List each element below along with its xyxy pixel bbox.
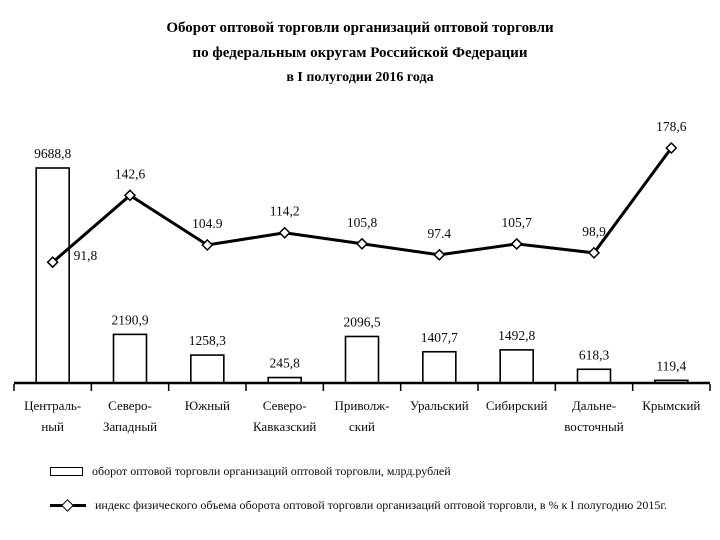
line-value-label: 114,2 xyxy=(270,204,300,219)
line-value-label: 98,9 xyxy=(582,224,606,239)
x-axis-label: Северо- xyxy=(263,398,307,413)
bar-swatch-icon xyxy=(50,467,83,476)
bar-value-label: 1407,7 xyxy=(421,330,458,345)
line-value-label: 91,8 xyxy=(74,248,98,263)
line-marker xyxy=(201,238,214,252)
line-value-label: 104.9 xyxy=(192,216,223,231)
legend-item-line: индекс физического объема оборота оптово… xyxy=(50,498,667,513)
line-value-label: 97.4 xyxy=(428,226,452,241)
x-axis-label: Сибирский xyxy=(486,398,548,413)
chart-title-line2: по федеральным округам Российской Федера… xyxy=(192,45,528,61)
x-axis-label: ный xyxy=(41,419,64,434)
bar-value-label: 1492,8 xyxy=(498,328,535,343)
x-axis-label: Северо- xyxy=(108,398,152,413)
x-axis-label: Кавказский xyxy=(253,419,316,434)
line-marker xyxy=(587,246,601,259)
line-marker xyxy=(510,237,523,250)
bar xyxy=(422,350,457,384)
line-marker xyxy=(355,237,369,250)
bar-value-label: 9688,8 xyxy=(34,146,71,161)
line-swatch-icon xyxy=(50,499,86,512)
line-marker xyxy=(46,256,59,269)
x-axis-label: Приволж- xyxy=(334,398,389,413)
x-axis-label: Централь- xyxy=(24,398,81,413)
line-marker xyxy=(278,226,291,239)
legend-item-bar: оборот оптовой торговли организаций опто… xyxy=(50,464,451,479)
x-axis-label: Крымский xyxy=(642,398,700,413)
x-axis-label: Дальне- xyxy=(572,398,616,413)
x-axis-label: ский xyxy=(349,419,375,434)
bar xyxy=(190,354,225,384)
bar-value-label: 618,3 xyxy=(579,347,610,362)
bar-value-label: 119,4 xyxy=(656,358,686,373)
chart-title: Оборот оптовой торговли организаций опто… xyxy=(0,16,720,90)
line-value-label: 105,7 xyxy=(501,215,532,230)
bar-value-label: 2096,5 xyxy=(343,314,380,329)
bar xyxy=(499,349,534,384)
line-value-label: 178,6 xyxy=(656,119,687,134)
legend-bar-label: оборот оптовой торговли организаций опто… xyxy=(92,464,451,478)
x-axis-label: Западный xyxy=(103,419,157,434)
line-marker xyxy=(123,189,137,202)
bar-value-label: 245,8 xyxy=(269,356,300,371)
bar-value-label: 1258,3 xyxy=(189,333,226,348)
x-axis-label: Южный xyxy=(185,398,230,413)
line-value-label: 142,6 xyxy=(115,166,146,181)
bar xyxy=(344,335,380,384)
diamond-marker-icon xyxy=(61,499,74,512)
line-marker xyxy=(433,248,446,261)
x-axis-label: восточный xyxy=(564,419,624,434)
bar xyxy=(576,368,612,384)
bar-value-label: 2190,9 xyxy=(111,312,148,327)
x-axis-label: Уральский xyxy=(410,398,469,413)
legend-line-label: индекс физического объема оборота оптово… xyxy=(95,498,667,512)
chart-title-line1: Оборот оптовой торговли организаций опто… xyxy=(166,20,554,36)
chart-title-line3: в I полугодии 2016 года xyxy=(286,70,434,85)
line-marker xyxy=(665,141,678,155)
bar xyxy=(35,167,70,384)
line-value-label: 105,8 xyxy=(347,215,378,230)
bar xyxy=(112,333,148,384)
